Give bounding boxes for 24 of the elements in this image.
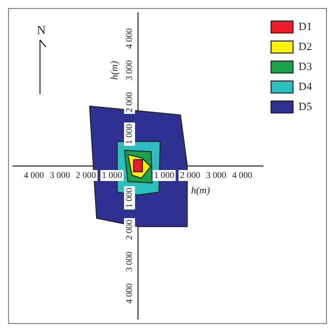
y-tick-label: 1 000: [124, 124, 134, 144]
x-tick-label: 4 000: [232, 170, 253, 180]
x-tick-label: 2 000: [180, 170, 201, 180]
x-tick-label: 4 000: [24, 170, 44, 180]
x-tick-label: 1 000: [154, 170, 175, 180]
legend-label: D3: [298, 60, 312, 73]
y-axis-title: h(m): [110, 60, 121, 80]
x-axis-title: h(m): [191, 186, 211, 197]
x-tick-label: 1 000: [102, 170, 123, 180]
legend-label: D4: [298, 80, 312, 93]
y-tick-label: 1 000: [124, 187, 134, 208]
y-tick-label: 3 000: [124, 251, 134, 272]
y-tick-label: 2 000: [124, 92, 134, 112]
legend-label: D5: [298, 100, 312, 113]
y-tick-label: 4 000: [124, 282, 134, 304]
legend-label: D1: [298, 20, 312, 33]
x-tick-label: 2 000: [76, 170, 97, 180]
x-tick-label: 3 000: [206, 170, 227, 180]
y-tick-label: 4 000: [124, 28, 134, 49]
y-tick-label: 2 000: [124, 219, 134, 240]
y-tick-label: 3 000: [124, 60, 134, 80]
annotation: N: [37, 23, 46, 38]
legend-label: D2: [298, 40, 312, 53]
x-tick-label: 3 000: [50, 170, 71, 180]
